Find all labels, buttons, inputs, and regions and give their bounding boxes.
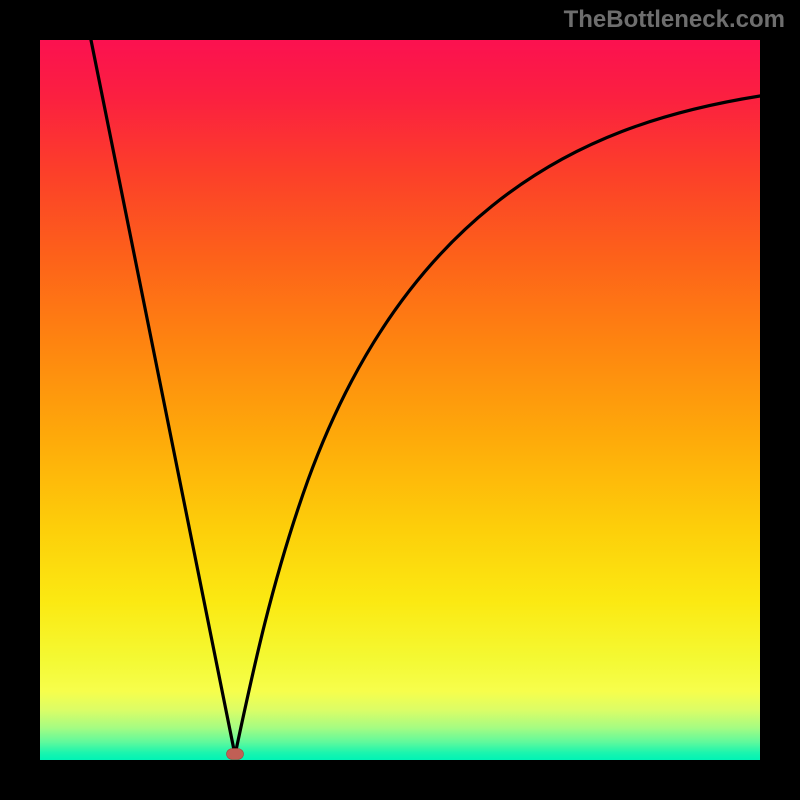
plot-area (40, 40, 760, 760)
optimum-marker-icon (226, 748, 244, 760)
chart-outer: TheBottleneck.com (0, 0, 800, 800)
curve-layer (40, 40, 760, 760)
watermark-text: TheBottleneck.com (564, 6, 785, 34)
bottleneck-curve (91, 40, 760, 755)
